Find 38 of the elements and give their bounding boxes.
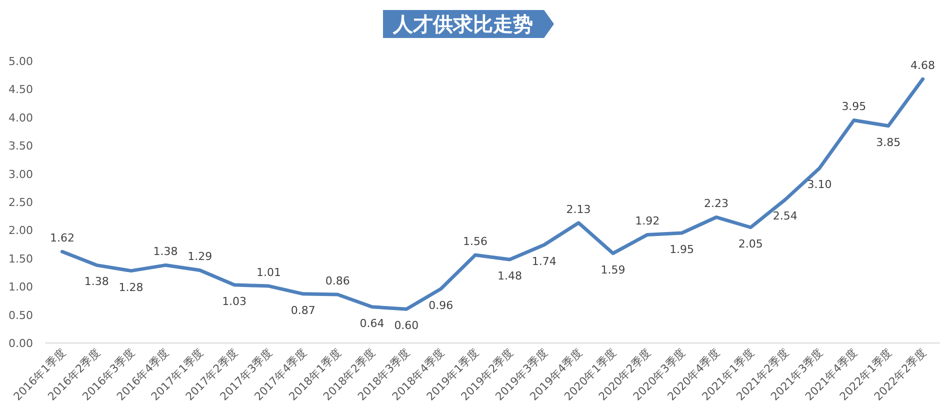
- y-tick-label: 4.50: [8, 83, 33, 96]
- data-label: 3.95: [842, 100, 866, 114]
- data-label: 1.29: [188, 250, 212, 264]
- y-tick-label: 2.50: [8, 196, 33, 209]
- data-label: 3.10: [807, 178, 832, 192]
- data-label: 2.13: [566, 202, 591, 216]
- data-label: 0.60: [394, 319, 419, 332]
- data-label: 0.64: [360, 316, 384, 330]
- data-label: 1.74: [532, 254, 556, 268]
- data-label: 2.23: [704, 197, 728, 210]
- data-label: 3.85: [876, 136, 901, 149]
- y-tick-label: 3.00: [8, 168, 33, 181]
- y-tick-label: 1.00: [8, 280, 33, 294]
- y-tick-label: 4.00: [8, 111, 33, 124]
- data-label: 1.01: [256, 266, 281, 280]
- y-tick-label: 0.50: [8, 308, 33, 322]
- data-label: 2.05: [738, 237, 763, 250]
- y-tick-label: 1.50: [8, 252, 33, 266]
- data-label: 1.92: [635, 214, 660, 228]
- y-tick-label: 0.00: [8, 337, 33, 350]
- chart-title: 人才供求比走势: [392, 13, 533, 36]
- data-label: 0.87: [290, 304, 316, 317]
- y-tick-label: 5.00: [8, 55, 33, 68]
- data-label: 1.59: [600, 263, 626, 276]
- data-label: 2.54: [772, 210, 798, 223]
- data-label: 0.86: [325, 274, 350, 288]
- data-label: 1.38: [84, 275, 109, 288]
- data-label: 1.62: [50, 232, 74, 245]
- data-label: 1.95: [670, 243, 694, 256]
- data-label: 1.48: [497, 270, 522, 283]
- data-label: 4.68: [910, 59, 936, 72]
- data-label: 1.38: [153, 245, 178, 258]
- data-label: 1.03: [222, 294, 247, 308]
- data-label: 1.28: [118, 280, 144, 294]
- data-label: 0.96: [428, 298, 454, 312]
- y-tick-label: 2.00: [8, 224, 33, 238]
- data-label: 1.56: [463, 235, 488, 248]
- y-tick-label: 3.50: [8, 140, 33, 153]
